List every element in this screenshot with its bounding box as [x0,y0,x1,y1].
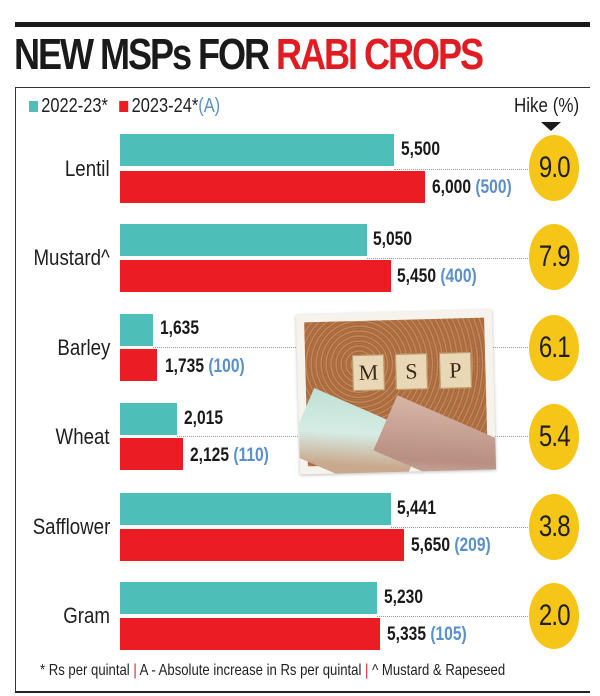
absolute-increase: (110) [233,445,269,466]
chart-title: NEW MSPs FOR RABI CROPS [14,30,484,80]
hike-badge: 5.4 [529,404,579,470]
absolute-increase: (400) [440,266,477,287]
value-2022-23: 5,230 [384,587,423,608]
crop-label: Barley [56,335,110,360]
value-2023-24: 1,735 (100) [165,356,245,378]
bar-2023-24 [120,260,391,292]
hike-value: 3.8 [538,510,571,543]
bar-2022-23 [120,582,377,614]
legend-swatch-red-icon [119,100,129,112]
row-separator [394,169,530,170]
footnote: * Rs per quintal | A - Absolute increase… [40,660,505,682]
value-2023-24: 5,450 (400) [397,266,477,288]
absolute-increase: (105) [430,624,467,645]
absolute-increase: (100) [208,356,245,377]
value-text: 5,450 [397,266,436,287]
bar-2023-24 [120,349,157,381]
bar-2023-24 [120,618,380,650]
hike-value: 6.1 [538,331,571,364]
hike-value: 7.9 [538,240,571,273]
value-text: 1,735 [165,356,204,377]
legend-swatch-teal-icon [29,100,39,112]
letter-tile: S [395,353,428,391]
value-2022-23: 1,635 [160,318,199,339]
value-text: 6,000 [432,177,471,198]
crop-label: Wheat [55,424,110,449]
letter-tile: P [438,352,472,389]
msp-photo: M S P [295,309,497,475]
row-separator [391,527,530,528]
bar-2022-23 [120,314,153,346]
hike-badge: 3.8 [529,494,579,560]
title-text: NEW MSPs FOR [14,30,277,79]
footnote-separator: | [133,662,137,679]
crop-label: Safflower [32,514,110,539]
footnote-text: A - Absolute increase in Rs per quintal [136,662,366,679]
title-accent-text: RABI CROPS [276,30,484,79]
value-2022-23: 5,500 [401,139,440,160]
bar-2023-24 [120,438,183,470]
value-2023-24: 5,650 (209) [411,535,491,557]
footnote-text: ^ Mustard & Rapeseed [368,662,506,679]
chart-frame [15,87,590,693]
absolute-increase: (500) [475,177,512,198]
hike-value: 2.0 [538,599,571,632]
footnote-separator: | [365,662,369,679]
hike-badge: 7.9 [529,224,579,290]
hike-badge: 2.0 [529,583,579,649]
bar-2023-24 [120,529,404,561]
hike-value: 5.4 [538,420,571,453]
bar-2022-23 [120,224,367,256]
value-2023-24: 2,125 (110) [190,445,269,467]
footnote-text: * Rs per quintal [40,662,134,679]
value-2022-23: 5,050 [373,229,412,250]
crop-label: Gram [63,603,110,628]
value-2022-23: 5,441 [397,498,436,519]
value-text: 2,125 [190,445,229,466]
hike-header: Hike (%) [514,95,580,117]
absolute-increase: (209) [454,535,491,556]
value-2023-24: 5,335 (105) [387,624,467,646]
legend-label: 2022-23* [41,94,108,117]
hike-badge: 9.0 [529,135,579,201]
down-arrow-icon [541,122,561,131]
bar-2023-24 [120,171,425,203]
hike-badge: 6.1 [529,315,579,381]
title-rule [15,22,590,27]
bar-2022-23 [120,403,177,435]
value-2023-24: 6,000 (500) [432,177,512,199]
row-separator [367,258,530,259]
bar-2022-23 [120,134,394,166]
legend-item-2022-23: 2022-23* [29,95,108,118]
legend-label: 2023-24* [131,94,199,117]
value-text: 5,650 [411,535,450,556]
legend-abs-suffix: (A) [198,94,221,117]
hike-value: 9.0 [538,151,571,184]
legend: 2022-23* 2023-24* (A) [29,93,232,119]
value-text: 5,335 [387,624,426,645]
crop-label: Lentil [65,156,110,181]
value-2022-23: 2,015 [184,408,223,429]
letter-tile: M [352,354,385,392]
row-separator [377,616,530,617]
crop-label: Mustard^ [33,245,110,270]
bar-2022-23 [120,493,391,525]
legend-item-2023-24: 2023-24* (A) [119,95,220,118]
